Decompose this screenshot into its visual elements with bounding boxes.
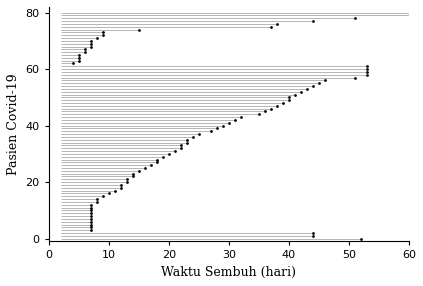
Y-axis label: Pasien Covid-19: Pasien Covid-19 [7, 74, 20, 175]
X-axis label: Waktu Sembuh (hari): Waktu Sembuh (hari) [161, 266, 297, 279]
